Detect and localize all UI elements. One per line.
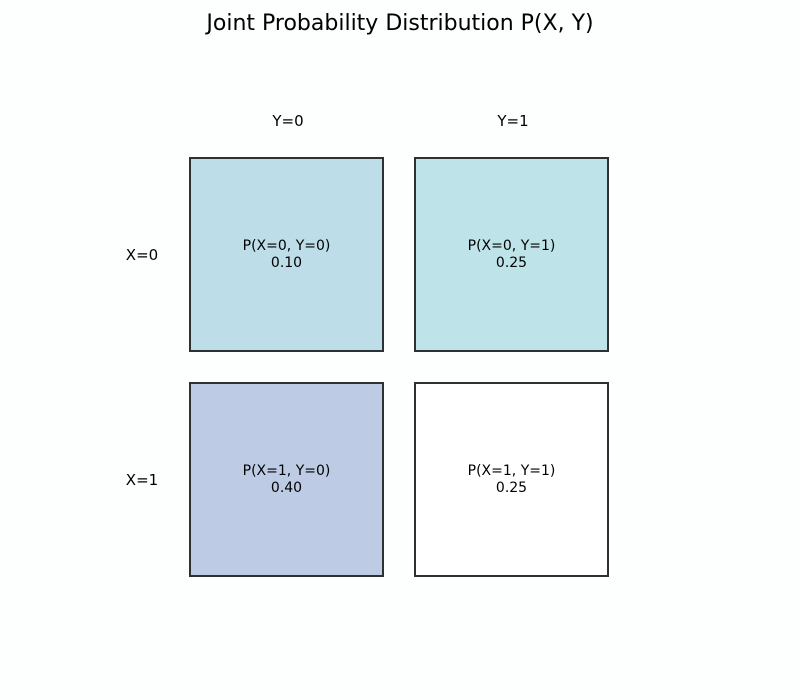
cell-probability: 0.10 — [270, 254, 303, 271]
cell-label: P(X=1, Y=1) — [467, 462, 556, 479]
row-header-x0: X=0 — [125, 246, 159, 264]
diagram-title: Joint Probability Distribution P(X, Y) — [206, 11, 594, 36]
cell-label: P(X=0, Y=0) — [242, 237, 331, 254]
row-header-x1: X=1 — [125, 471, 159, 489]
column-header-y0: Y=0 — [272, 112, 304, 130]
cell-probability: 0.25 — [495, 479, 528, 496]
cell-x0-y0: P(X=0, Y=0) 0.10 — [189, 157, 384, 352]
cell-x1-y0: P(X=1, Y=0) 0.40 — [189, 382, 384, 577]
column-header-y1: Y=1 — [497, 112, 529, 130]
cell-probability: 0.40 — [270, 479, 303, 496]
cell-x0-y1: P(X=0, Y=1) 0.25 — [414, 157, 609, 352]
cell-x1-y1: P(X=1, Y=1) 0.25 — [414, 382, 609, 577]
cell-label: P(X=0, Y=1) — [467, 237, 556, 254]
cell-probability: 0.25 — [495, 254, 528, 271]
cell-label: P(X=1, Y=0) — [242, 462, 331, 479]
